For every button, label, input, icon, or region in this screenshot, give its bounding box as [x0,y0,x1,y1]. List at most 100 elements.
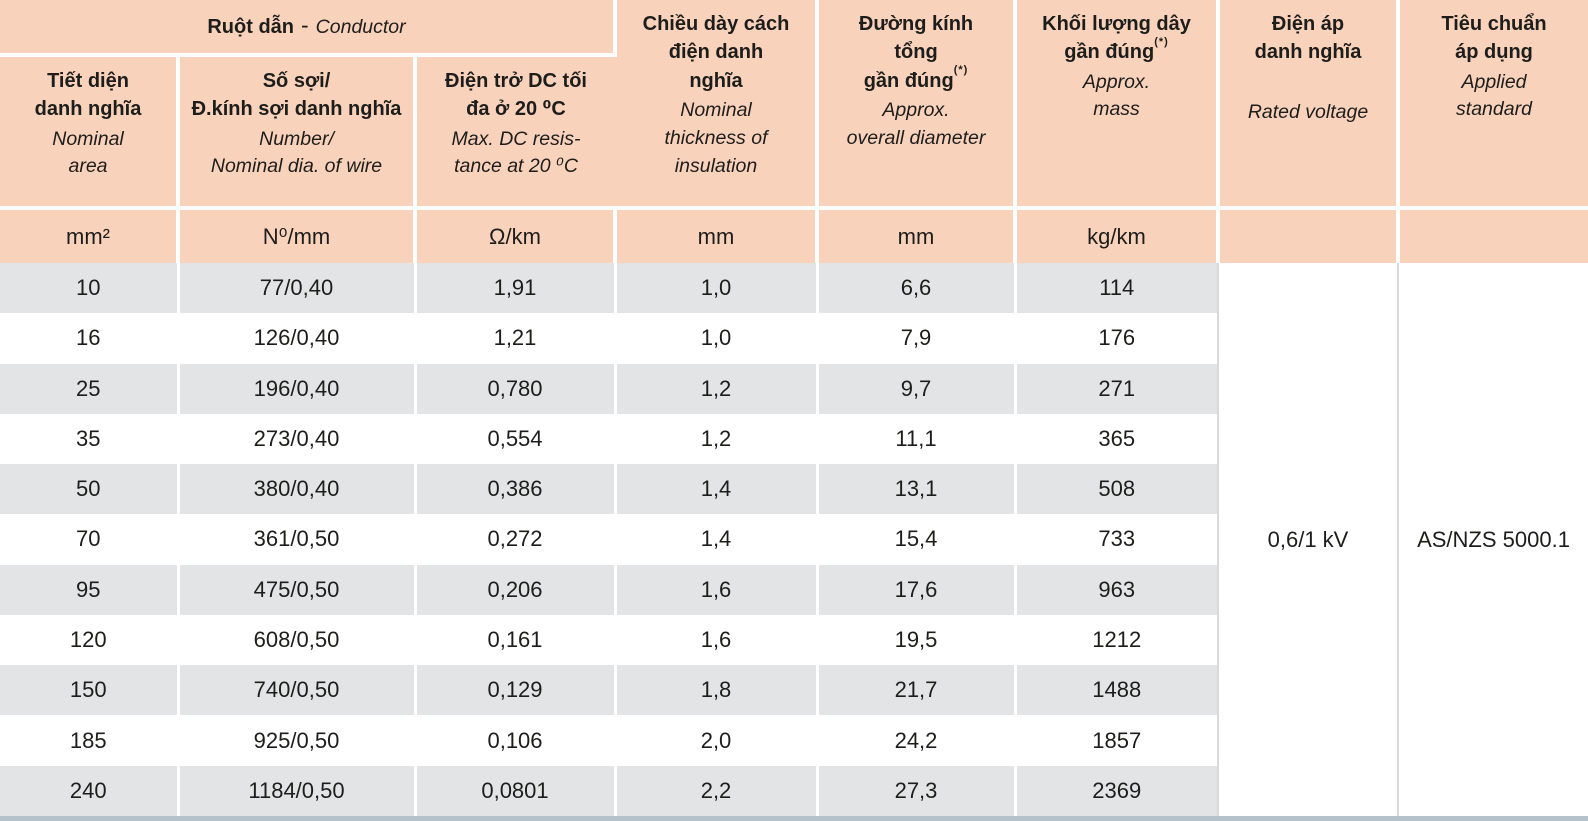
cell-diameter: 15,4 [817,514,1017,565]
col-header-nominal-area: Tiết diện danh nghĩa Nominal area [0,55,180,210]
cell-insulation: 2,2 [615,765,819,819]
header-label-vi: Số sợi/ Đ.kính sợi danh nghĩa [191,70,402,121]
cell-strands: 925/0,50 [178,715,417,766]
header-label-vi: Tiết diện danh nghĩa [34,70,142,121]
table-row: 50 380/0,40 0,386 1,4 13,1 508 [0,464,1588,515]
header-label-en: Rated voltage [1247,100,1369,123]
cell-mass: 1212 [1015,614,1218,666]
cell-strands: 1184/0,50 [178,765,417,819]
conductor-group-separator: - [301,11,309,38]
col-header-rated-voltage: Điện áp danh nghĩa Rated voltage [1218,0,1400,210]
cell-insulation: 1,4 [615,514,819,565]
cell-area: 10 [0,263,180,314]
table-row: 10 77/0,40 1,91 1,0 6,6 114 0,6/1 kV AS/… [0,263,1588,819]
cell-area: 70 [0,514,180,565]
table-row: 95 475/0,50 0,206 1,6 17,6 963 [0,564,1588,615]
header-label-en: Applied standard [1456,70,1532,121]
cell-mass: 176 [1015,313,1218,364]
cell-mass: 1857 [1015,715,1218,766]
cell-insulation: 1,6 [615,564,819,615]
header-label-en: Approx. mass [1082,70,1151,121]
header-label-en: Approx. overall diameter [846,99,986,149]
cell-area: 240 [0,765,180,819]
header-label-vi: Điện áp danh nghĩa [1254,13,1362,64]
cell-diameter: 17,6 [817,564,1017,615]
cell-resistance: 0,161 [415,614,617,666]
col-header-number-diameter: Số sợi/ Đ.kính sợi danh nghĩa Number/ No… [178,55,417,210]
cell-resistance: 0,206 [415,564,617,615]
cell-diameter: 7,9 [817,313,1017,364]
cell-mass: 963 [1015,564,1218,615]
conductor-group-label-vi: Ruột dẫn [207,15,294,38]
col-header-applied-standard: Tiêu chuẩn áp dụng Applied standard [1398,0,1588,210]
header-label-en: Nominal thickness of insulation [664,99,768,177]
cell-area: 35 [0,413,180,465]
subheader-row: Tiết diện danh nghĩa Nominal area Số sợi… [0,55,1588,210]
unit-diameter: mm [817,208,1017,263]
cell-mass: 1488 [1015,665,1218,716]
col-header-dc-resistance: Điện trở DC tối đa ở 20 ⁰C Max. DC resis… [415,55,615,210]
conductor-group-label-en: Conductor [315,15,406,38]
table-row: 35 273/0,40 0,554 1,2 11,1 365 [0,413,1588,465]
header-label-vi: Tiêu chuẩn áp dụng [1441,13,1547,64]
cell-mass: 733 [1015,514,1218,565]
cell-resistance: 1,91 [415,263,617,314]
applied-standard-value: AS/NZS 5000.1 [1397,263,1588,819]
col-header-overall-diameter: Đường kính tổng gần đúng(*) Approx. over… [817,0,1017,210]
cell-diameter: 6,6 [817,263,1017,314]
cell-area: 95 [0,564,180,615]
table-row: 240 1184/0,50 0,0801 2,2 27,3 2369 [0,765,1588,819]
cell-area: 150 [0,665,180,716]
cell-resistance: 1,21 [415,313,617,364]
header-label-en: Nominal area [52,127,124,178]
header-label-vi: Điện trở DC tối đa ở 20 ⁰C [445,70,587,121]
header-label-vi: Chiều dày cách điện danh nghĩa [642,13,790,92]
unit-standard [1398,208,1588,263]
cell-diameter: 19,5 [817,614,1017,666]
cell-resistance: 0,780 [415,363,617,414]
col-header-approx-mass: Khối lượng dây gần đúng(*) Approx. mass [1015,0,1220,210]
cell-strands: 126/0,40 [178,313,417,364]
cell-area: 50 [0,464,180,515]
table-row: 150 740/0,50 0,129 1,8 21,7 1488 [0,665,1588,716]
unit-area: mm² [0,208,180,263]
table-row: 16 126/0,40 1,21 1,0 7,9 176 [0,313,1588,364]
cell-resistance: 0,554 [415,413,617,465]
unit-resistance: Ω/km [415,208,617,263]
cell-insulation: 1,4 [615,464,819,515]
cell-mass: 365 [1015,413,1218,465]
banner-row: Ruột dẫn - Conductor Chiều dày cách điện d… [0,0,1588,210]
unit-mass: kg/km [1015,208,1220,263]
cell-insulation: 1,0 [615,313,819,364]
units-row: mm² N⁰/mm Ω/km mm mm kg/km [0,208,1588,263]
cell-strands: 273/0,40 [178,413,417,465]
header-label-vi: Khối lượng dây gần đúng [1042,13,1191,64]
cell-mass: 271 [1015,363,1218,414]
cell-resistance: 0,386 [415,464,617,515]
header-label-en: Max. DC resis- tance at 20 ⁰C [451,127,581,178]
table-row: 25 196/0,40 0,780 1,2 9,7 271 [0,363,1588,414]
cell-area: 185 [0,715,180,766]
footnote-marker: (*) [953,64,969,77]
cell-insulation: 1,2 [615,413,819,465]
cell-mass: 114 [1015,263,1218,314]
cell-diameter: 21,7 [817,665,1017,716]
cell-diameter: 9,7 [817,363,1017,414]
cell-resistance: 0,129 [415,665,617,716]
header-label-en: Number/ Nominal dia. of wire [210,127,383,178]
cell-mass: 508 [1015,464,1218,515]
cell-resistance: 0,106 [415,715,617,766]
cell-insulation: 1,6 [615,614,819,666]
footnote-marker: (*) [1154,35,1169,48]
cell-insulation: 1,8 [615,665,819,716]
cell-strands: 740/0,50 [178,665,417,716]
cell-diameter: 13,1 [817,464,1017,515]
conductor-group-header: Ruột dẫn - Conductor [0,0,617,57]
cell-insulation: 2,0 [615,715,819,766]
rated-voltage-value: 0,6/1 kV [1217,263,1398,819]
cell-diameter: 27,3 [817,765,1017,819]
cell-strands: 608/0,50 [178,614,417,666]
unit-insulation: mm [615,208,819,263]
cell-strands: 77/0,40 [178,263,417,314]
